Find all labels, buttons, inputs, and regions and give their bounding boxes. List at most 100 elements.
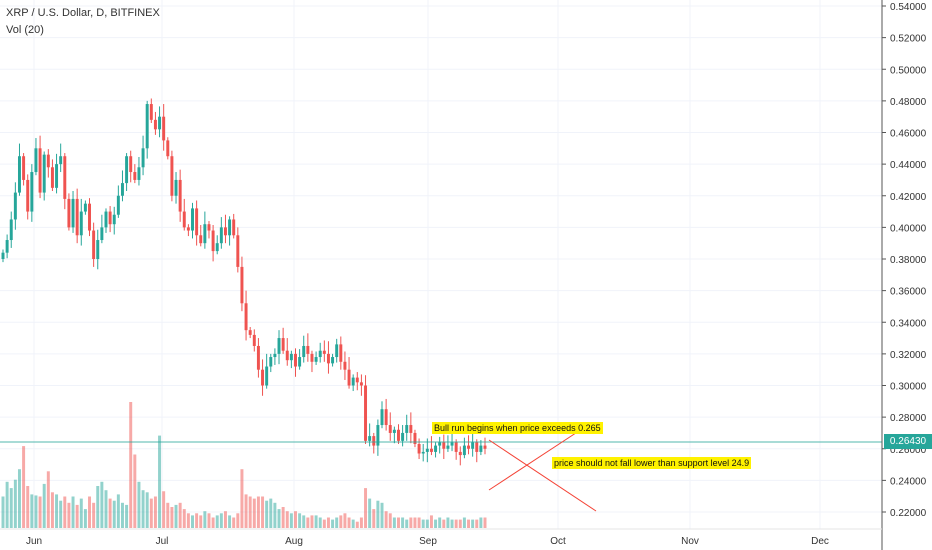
candle-body <box>228 219 232 236</box>
volume-bar <box>137 481 141 528</box>
y-tick-label: 0.50000 <box>890 65 927 76</box>
y-tick-label: 0.36000 <box>890 287 927 298</box>
volume-bar <box>355 521 359 528</box>
x-tick-label: Dec <box>811 536 829 547</box>
candle-body <box>335 344 339 358</box>
candle-body <box>186 227 190 231</box>
candle-body <box>13 192 17 220</box>
volume-bar <box>228 515 232 528</box>
volume-bar <box>88 496 91 528</box>
volume-bar <box>211 517 215 528</box>
candle-body <box>413 432 417 445</box>
volume-bar <box>322 519 326 528</box>
candle-body <box>22 156 26 180</box>
x-tick-label: Sep <box>419 536 437 547</box>
volume-bar <box>34 495 38 528</box>
candle-body <box>170 156 174 196</box>
volume-bar <box>67 502 71 528</box>
volume-bar <box>26 486 30 528</box>
volume-bar <box>347 517 351 528</box>
volume-bar <box>413 517 417 528</box>
y-tick-label: 0.46000 <box>890 129 927 140</box>
candle-body <box>265 366 269 386</box>
volume-bar <box>388 513 392 528</box>
candle-body <box>125 156 129 184</box>
candle-body <box>46 154 50 168</box>
candle-body <box>248 330 252 335</box>
candle-body <box>306 345 310 354</box>
x-tick-label: Aug <box>285 536 303 547</box>
volume-bar <box>170 507 174 528</box>
volume-bar <box>59 500 63 528</box>
candle-body <box>153 119 157 130</box>
volume-bar <box>166 502 170 528</box>
volume-bar <box>50 492 54 528</box>
volume-bar <box>223 511 227 528</box>
candle-body <box>240 266 244 304</box>
volume-bar <box>149 498 153 528</box>
volume-bar <box>446 517 450 528</box>
candle-body <box>83 203 87 212</box>
volume-bar <box>232 517 236 528</box>
candle-body <box>364 385 368 441</box>
volume-bar <box>438 517 442 528</box>
candle-body <box>141 148 145 168</box>
volume-bar <box>442 519 446 528</box>
volume-bar <box>248 496 252 528</box>
volume-bar <box>397 517 400 528</box>
volume-bar <box>55 494 59 528</box>
volume-bar <box>421 519 425 528</box>
candle-body <box>145 104 149 149</box>
annotation-bull-run[interactable]: Bull run begins when price exceeds 0.265 <box>432 422 603 434</box>
candle-body <box>294 353 297 367</box>
candle-body <box>467 445 471 449</box>
candle-body <box>63 156 67 199</box>
x-tick-label: Jul <box>156 536 169 547</box>
volume-bar <box>471 519 475 528</box>
volume-bar <box>314 515 318 528</box>
candle-body <box>71 198 75 228</box>
candle-body <box>368 436 372 441</box>
volume-bar <box>38 496 42 528</box>
candle-body <box>59 156 63 165</box>
candle-body <box>302 345 306 358</box>
price-axis: 0.22000 0.24000 0.26000 0.28000 0.30000 0.320… <box>882 2 927 519</box>
volume-bar <box>174 504 178 528</box>
candle-body <box>388 425 392 433</box>
candle-body <box>252 334 256 346</box>
grid <box>0 0 882 529</box>
candle-body <box>199 235 203 244</box>
candle-body <box>1 252 5 259</box>
candle-body <box>409 425 413 433</box>
volume-bar <box>203 511 207 528</box>
candle-body <box>207 224 211 231</box>
volume-bar <box>462 517 466 528</box>
annotation-support-level[interactable]: price should not fall lower than support… <box>552 457 752 469</box>
candle-body <box>438 442 442 446</box>
candle-body <box>9 219 13 241</box>
x-tick-label: Oct <box>550 536 566 547</box>
candle-body <box>392 429 396 433</box>
y-tick-label: 0.54000 <box>890 2 927 13</box>
volume-bar <box>79 498 83 528</box>
candle-body <box>273 353 277 358</box>
candle-body <box>355 377 359 383</box>
x-tick-label: Nov <box>681 536 699 547</box>
volume-bar <box>17 469 21 528</box>
volume-bar <box>195 513 199 528</box>
candle-body <box>429 448 433 452</box>
candle-body <box>219 227 223 244</box>
volume-bar <box>339 515 343 528</box>
candle-body <box>483 445 487 449</box>
chart-legend: XRP / U.S. Dollar, D, BITFINEX Vol (20) <box>6 5 160 39</box>
candle-body <box>289 353 293 361</box>
volume-bar <box>335 517 339 528</box>
candle-body <box>211 230 215 252</box>
candle-body <box>133 172 137 180</box>
y-tick-label: 0.24000 <box>890 476 927 487</box>
candle-body <box>34 148 38 173</box>
volume-bar <box>310 515 314 528</box>
volume-bar <box>30 494 34 528</box>
candle-body <box>96 240 100 259</box>
